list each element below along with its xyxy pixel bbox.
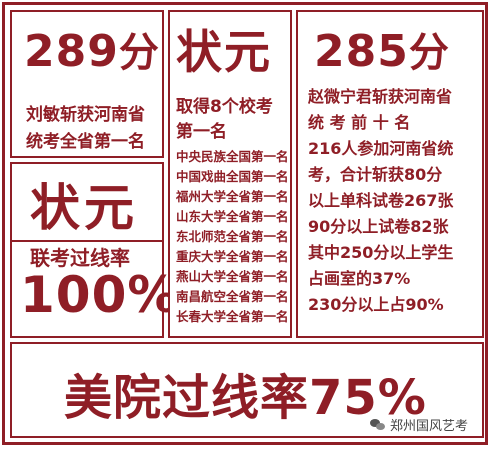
score-285-unit: 分 [408, 30, 450, 76]
school-list-item: 东北师范全省第一名 [176, 229, 289, 244]
score-289-line1: 刘敏斩获河南省 [26, 105, 145, 125]
school-list-item: 重庆大学全省第一名 [176, 249, 289, 264]
detail-line: 其中250分以上学生 [308, 243, 454, 262]
champion-mid-line1: 取得8个校考 [176, 97, 273, 117]
detail-line: 统 考 前 十 名 [308, 113, 411, 132]
score-289-heading: 289分 [24, 20, 160, 78]
school-list: 中央民族全国第一名 中国戏曲全国第一名 福州大学全省第一名 山东大学全省第一名 … [176, 147, 289, 327]
score-285-box: 285分 赵微宁君斩获河南省 统 考 前 十 名 216人参加河南省统 考，合计… [296, 10, 484, 338]
score-289-line2: 统考全省第一名 [26, 132, 145, 152]
champion-left-box: 状元 [10, 162, 164, 242]
score-285-details: 赵微宁君斩获河南省 统 考 前 十 名 216人参加河南省统 考，合计斩获80分… [308, 84, 453, 318]
school-list-item: 中国戏曲全国第一名 [176, 169, 289, 184]
watermark: 郑州国风艺考 [369, 415, 468, 434]
score-289-box: 289分 刘敏斩获河南省 统考全省第一名 [10, 10, 164, 158]
score-285-heading: 285分 [314, 20, 450, 78]
detail-line: 赵微宁君斩获河南省 [308, 87, 453, 106]
champion-mid-line2: 第一名 [176, 122, 227, 142]
detail-line: 216人参加河南省统 [308, 139, 454, 158]
pass-rate-left-box: 联考过线率 100% [10, 242, 177, 338]
school-list-item: 燕山大学全省第一名 [176, 269, 289, 284]
detail-line: 占画室的37% [308, 269, 411, 288]
detail-line: 以上单科试卷267张 [308, 191, 454, 210]
school-list-item: 中央民族全国第一名 [176, 149, 289, 164]
champion-mid-title: 状元 [176, 25, 272, 79]
school-list-item: 山东大学全省第一名 [176, 209, 289, 224]
champion-mid-box: 状元 取得8个校考 第一名 中央民族全国第一名 中国戏曲全国第一名 福州大学全省… [168, 10, 292, 338]
detail-line: 90分以上试卷82张 [308, 217, 449, 236]
art-academy-pass-rate: 美院过线率75% [64, 370, 427, 426]
score-289-unit: 分 [118, 30, 160, 76]
score-289-number: 289 [24, 26, 119, 77]
pass-rate-left-label: 联考过线率 [30, 246, 130, 270]
wechat-icon [369, 418, 386, 432]
watermark-text: 郑州国风艺考 [389, 419, 468, 434]
detail-line: 230分以上占90% [308, 295, 444, 314]
score-285-number: 285 [314, 26, 409, 77]
school-list-item: 福州大学全省第一名 [176, 189, 289, 204]
pass-rate-left-value: 100% [20, 266, 179, 324]
poster-frame [2, 2, 488, 445]
school-list-item: 长春大学全省第一名 [176, 309, 289, 324]
school-list-item: 南昌航空全省第一名 [176, 289, 289, 304]
champion-left-title: 状元 [30, 179, 138, 237]
detail-line: 考，合计斩获80分 [308, 165, 443, 184]
bottom-band: 美院过线率75% [10, 342, 484, 438]
